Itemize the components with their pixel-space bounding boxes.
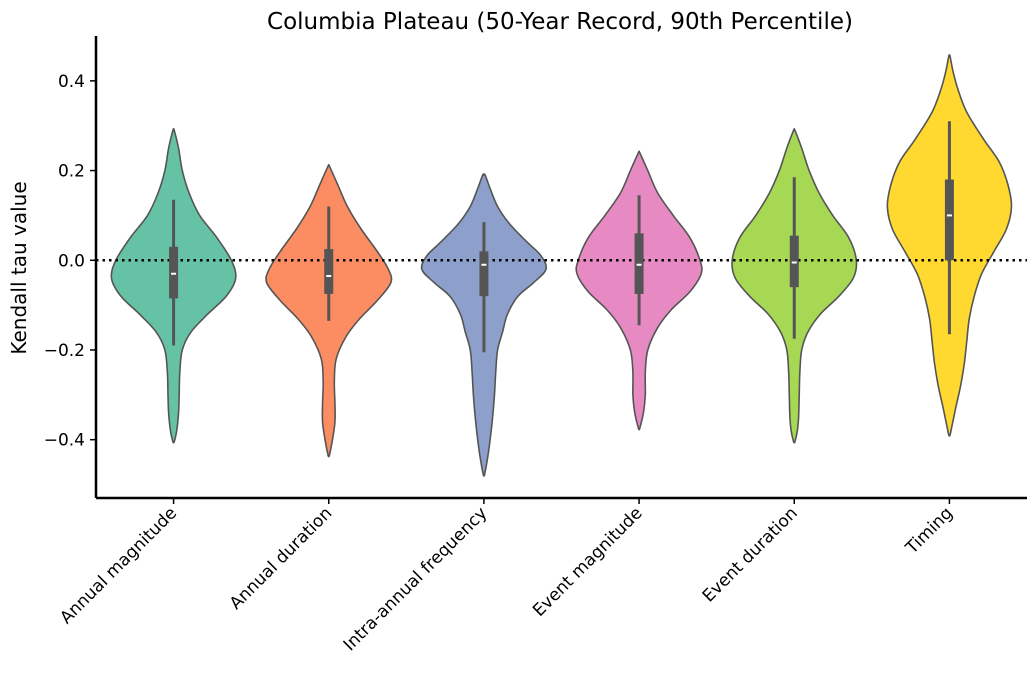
y-axis-label: Kendall tau value bbox=[7, 181, 31, 354]
x-tick-label: Annual magnitude bbox=[56, 503, 181, 628]
chart-title: Columbia Plateau (50-Year Record, 90th P… bbox=[267, 9, 853, 35]
iqr-box-2 bbox=[324, 249, 334, 294]
inner-boxes-layer bbox=[169, 121, 954, 353]
violins-layer bbox=[110, 54, 1013, 477]
x-tick-label: Annual duration bbox=[226, 503, 336, 613]
x-ticks-layer: Annual magnitude Annual duration Intra-ann… bbox=[56, 498, 957, 655]
iqr-box-6 bbox=[944, 179, 954, 261]
iqr-box-1 bbox=[169, 246, 179, 299]
y-tick-label: −0.2 bbox=[44, 341, 85, 361]
iqr-box-4 bbox=[634, 233, 644, 294]
y-tick-label: −0.4 bbox=[44, 431, 85, 451]
y-tick-label: 0.2 bbox=[58, 162, 85, 182]
x-tick-label: Timing bbox=[901, 503, 956, 558]
x-tick-label: Event duration bbox=[699, 503, 802, 606]
x-tick-label: Event magnitude bbox=[529, 503, 646, 620]
y-tick-label: 0.0 bbox=[58, 251, 85, 271]
y-ticks-layer: −0.4 −0.2 0.0 0.2 0.4 bbox=[44, 72, 96, 451]
y-tick-label: 0.4 bbox=[58, 72, 85, 92]
iqr-box-3 bbox=[479, 251, 489, 297]
x-tick-label: Intra-annual frequency bbox=[340, 503, 492, 655]
iqr-box-5 bbox=[789, 235, 799, 288]
